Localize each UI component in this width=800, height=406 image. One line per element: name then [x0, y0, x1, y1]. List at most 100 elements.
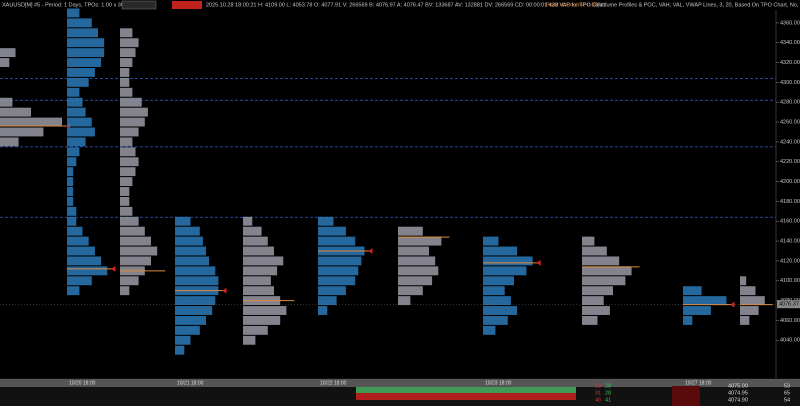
profile-bar	[67, 58, 102, 67]
profile-bar	[582, 306, 610, 315]
profile-bar	[740, 296, 765, 306]
profile-bar	[318, 296, 337, 306]
symbol: XAUUSD[M] #5 - Period: 1 Days, TPOs: 1.0…	[2, 2, 134, 8]
profile-bar	[120, 196, 130, 206]
profile-bar	[483, 315, 508, 325]
profile-bar	[740, 286, 756, 296]
profile-bar	[243, 226, 262, 236]
profile-bar	[243, 335, 256, 345]
profile-bar	[243, 286, 274, 296]
profile-bar	[582, 266, 632, 276]
y-tick-label: 4320.00	[780, 60, 800, 66]
profile-bar	[318, 286, 346, 296]
poc-arrow	[222, 287, 227, 294]
profile-bar	[120, 226, 145, 236]
profile-bar	[0, 58, 10, 67]
profile-bar	[582, 286, 613, 296]
profile-bar	[175, 226, 200, 236]
profile-bar	[175, 335, 191, 345]
profile-bar	[175, 296, 216, 306]
y-tick-label: 4240.00	[780, 139, 800, 145]
profile-bar	[67, 97, 83, 107]
profile-bar	[120, 127, 139, 137]
profile-bar	[398, 276, 433, 286]
poc-arrow	[536, 259, 541, 266]
profile-bar	[67, 38, 105, 48]
poc-arrow	[730, 301, 735, 308]
sell-count: 31	[595, 390, 601, 396]
profile-bar	[120, 48, 136, 58]
profile-bar	[398, 256, 436, 266]
profile-bar	[483, 256, 533, 266]
profile-bar	[67, 137, 86, 147]
profile-bar	[175, 276, 219, 286]
profile-bar	[67, 266, 108, 276]
profile-bar	[67, 87, 80, 97]
profile-bar	[318, 256, 362, 266]
profile-bar	[740, 306, 759, 315]
profile-bar	[483, 286, 505, 296]
price-label: 4076.37	[779, 302, 799, 308]
profile-bar	[67, 147, 80, 157]
profile-bar	[175, 256, 210, 266]
profile-bar	[120, 246, 158, 256]
buy-count: 28	[605, 383, 611, 389]
dom-volume: 53	[784, 383, 790, 389]
profile-bar	[175, 306, 213, 315]
profile-bar	[740, 315, 750, 325]
profile-bar	[318, 216, 334, 226]
profile-bar	[120, 157, 139, 167]
profile-bar	[67, 236, 89, 246]
poc-text: Point of Control: 0.00	[546, 2, 598, 8]
profile-bar	[243, 246, 274, 256]
profile-bar	[120, 87, 133, 97]
profile-bar	[243, 325, 268, 335]
profile-bar	[398, 296, 411, 306]
profile-bar	[582, 246, 607, 256]
profile-bar	[582, 315, 598, 325]
toolbar-box	[172, 1, 202, 9]
profile-bar	[120, 286, 130, 296]
ohlc: 2025.10.28 18:00:21 H: 4109.00 L: 4053.7…	[206, 2, 606, 8]
profile-bar	[398, 226, 423, 236]
dom-volume: 54	[784, 397, 790, 403]
profile-bar	[120, 107, 148, 117]
profile-bar	[483, 296, 511, 306]
profile-bar	[483, 236, 499, 246]
y-tick-label: 4060.00	[780, 318, 800, 324]
profile-bar	[0, 107, 31, 117]
dom-volume: 65	[784, 390, 790, 396]
profile-bar	[398, 266, 439, 276]
price-box	[777, 300, 800, 309]
sell-bar	[356, 393, 576, 400]
profile-bar	[67, 276, 92, 286]
profile-bar	[0, 48, 16, 58]
profile-bar	[120, 206, 133, 216]
cell	[672, 386, 700, 406]
sell-count: 23	[595, 383, 601, 389]
profile-bar	[0, 127, 44, 137]
profile-bar	[175, 246, 206, 256]
profile-bar	[67, 246, 95, 256]
profile-bar	[175, 325, 200, 335]
buy-bar	[356, 387, 576, 393]
profile-bar	[67, 286, 80, 296]
profile-bar	[67, 226, 83, 236]
time-label: 10/22 18:00	[320, 380, 347, 386]
y-tick-label: 4040.00	[780, 338, 800, 344]
dom-price: 4074.90	[728, 397, 748, 403]
y-tick-label: 4200.00	[780, 179, 800, 185]
poc-arrow	[111, 265, 116, 272]
buy-count: 41	[605, 397, 611, 403]
profile-bar	[0, 97, 13, 107]
profile-bar	[243, 276, 271, 286]
profile-bar	[0, 117, 62, 127]
profile-bar	[120, 147, 136, 157]
profile-bar	[67, 28, 98, 38]
profile-bar	[318, 226, 346, 236]
profile-bar	[318, 306, 328, 315]
profile-bar	[120, 177, 133, 187]
profile-bar	[67, 196, 74, 206]
profile-bar	[67, 48, 105, 58]
